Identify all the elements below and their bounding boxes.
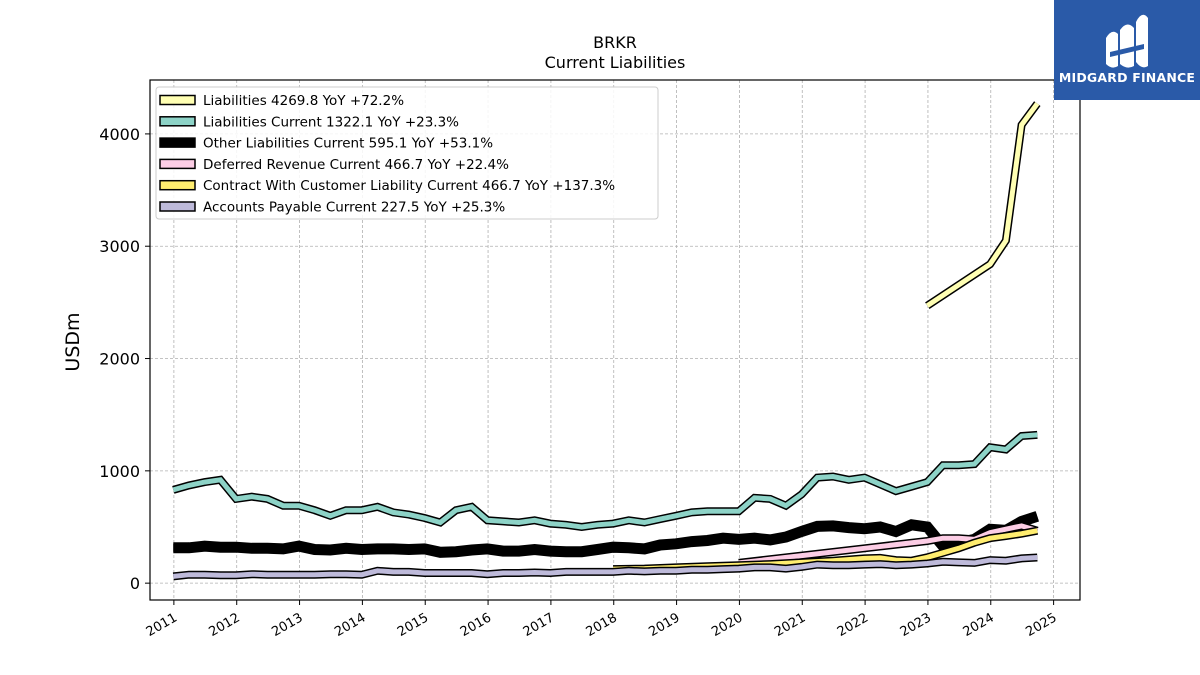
- series-outline-1: [172, 430, 1038, 532]
- legend-label-1: Liabilities Current 1322.1 YoY +23.3%: [203, 114, 459, 130]
- chart-title: BRKR: [593, 33, 637, 52]
- y-axis-label: USDm: [62, 312, 84, 371]
- legend-entry-2: Other Liabilities Current 595.1 YoY +53.…: [159, 136, 493, 152]
- legend-entry-1: Liabilities Current 1322.1 YoY +23.3%: [159, 114, 459, 130]
- x-tick-label-6: 2017: [521, 610, 557, 640]
- series-stroke-1: [172, 432, 1038, 530]
- y-axis: 0 1000 2000 3000 4000: [99, 125, 150, 593]
- legend-label-4: Contract With Customer Liability Current…: [203, 178, 615, 194]
- legend-swatch-4: [159, 179, 196, 191]
- legend-entry-5: Accounts Payable Current 227.5 YoY +25.3…: [159, 200, 505, 216]
- x-tick-label-5: 2016: [458, 610, 494, 640]
- series-stroke-0: [925, 102, 1040, 308]
- series-stroke-5: [173, 555, 1038, 579]
- legend-swatch-1: [159, 116, 196, 127]
- x-tick-label-14: 2025: [1023, 610, 1059, 640]
- x-tick-label-2: 2013: [269, 610, 305, 640]
- x-tick-label-10: 2021: [772, 610, 808, 640]
- x-tick-label-11: 2022: [835, 610, 871, 640]
- x-tick-label-4: 2015: [395, 610, 431, 640]
- series-line-5: [172, 553, 1038, 581]
- legend-swatch-5: [159, 201, 196, 212]
- legend-label-3: Deferred Revenue Current 466.7 YoY +22.4…: [203, 157, 509, 173]
- legend-entry-0: Liabilities 4269.8 YoY +72.2%: [159, 93, 404, 109]
- x-tick-label-3: 2014: [332, 610, 368, 640]
- x-tick-label-0: 2011: [144, 610, 180, 640]
- series-group: [172, 101, 1041, 581]
- y-tick-label-0: 0: [130, 574, 140, 593]
- legend-swatch-3: [159, 158, 196, 170]
- series-stroke-2: [173, 512, 1039, 557]
- y-tick-label-4: 4000: [99, 125, 140, 144]
- x-tick-label-9: 2020: [709, 610, 745, 640]
- legend-label-2: Other Liabilities Current 595.1 YoY +53.…: [203, 136, 493, 152]
- legend-box: [155, 86, 659, 220]
- x-tick-label-13: 2024: [961, 610, 997, 640]
- legend-entry-3: Deferred Revenue Current 466.7 YoY +22.4…: [159, 157, 509, 173]
- legend-swatch-2: [159, 137, 196, 148]
- series-stroke-3: [738, 523, 1039, 566]
- legend-label-5: Accounts Payable Current 227.5 YoY +25.3…: [203, 200, 505, 216]
- series-line-2: [173, 511, 1039, 558]
- logo-text: MIDGARD FINANCE: [1058, 70, 1196, 85]
- chart-subtitle: Current Liabilities: [545, 53, 686, 72]
- y-tick-label-1: 1000: [99, 462, 140, 481]
- plot-frame: [149, 79, 1081, 601]
- midgard-logo-icon: [1106, 14, 1148, 68]
- legend-label-0: Liabilities 4269.8 YoY +72.2%: [203, 93, 404, 109]
- midgard-finance-logo: MIDGARD FINANCE: [1054, 0, 1200, 100]
- x-tick-label-12: 2023: [898, 610, 934, 640]
- series-line-3: [738, 521, 1039, 567]
- y-tick-label-3: 3000: [99, 237, 140, 256]
- x-axis: 2011 2012 2013 2014 2015 2016 2017 2018 2019 2020…: [144, 600, 1060, 640]
- legend-entry-4: Contract With Customer Liability Current…: [159, 178, 615, 194]
- legend: Liabilities 4269.8 YoY +72.2% Liabilities…: [155, 86, 659, 220]
- series-line-0: [925, 101, 1041, 310]
- x-tick-label-1: 2012: [207, 610, 243, 640]
- y-tick-label-2: 2000: [99, 350, 140, 369]
- x-tick-label-7: 2018: [584, 610, 620, 640]
- x-tick-label-8: 2019: [646, 610, 682, 640]
- series-line-1: [172, 430, 1038, 532]
- legend-swatch-0: [159, 94, 196, 106]
